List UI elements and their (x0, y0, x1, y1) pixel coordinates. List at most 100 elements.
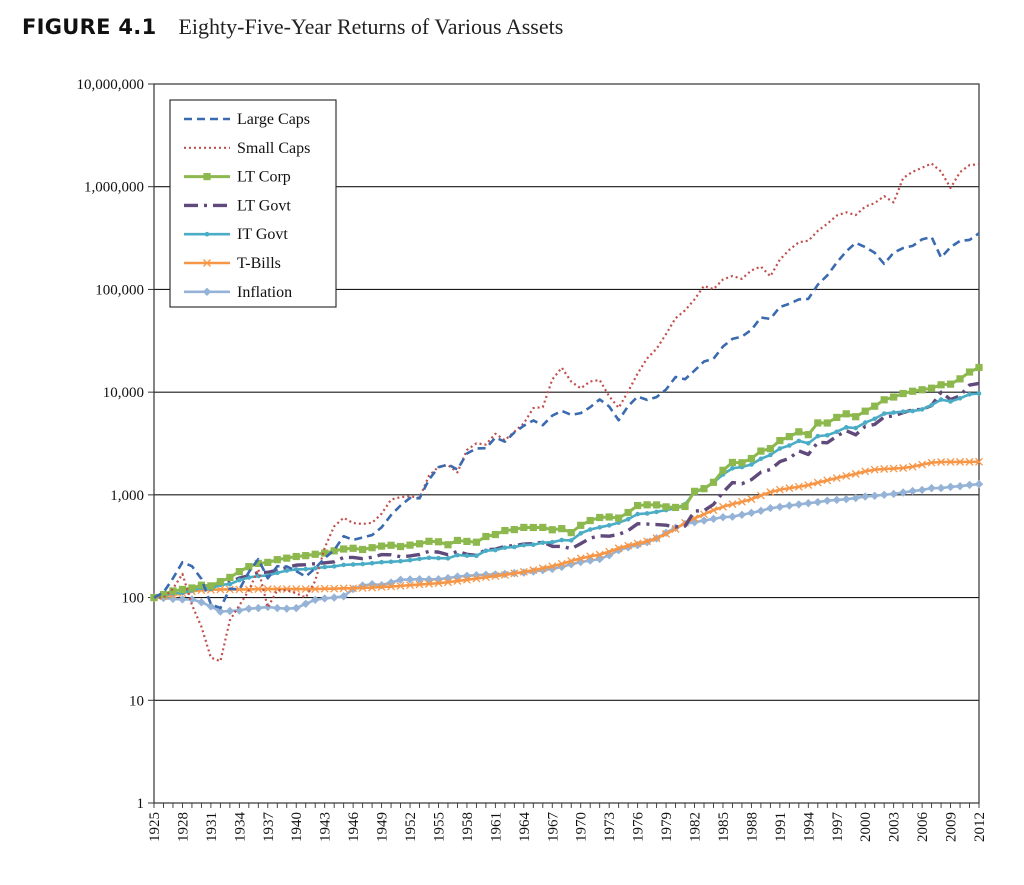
data-point (425, 579, 433, 588)
data-point (330, 584, 339, 593)
data-point (937, 458, 946, 466)
data-point (976, 391, 982, 396)
data-point (749, 462, 754, 467)
data-point (908, 462, 917, 471)
data-point (768, 452, 773, 458)
legend-item-lt-corp: LT Corp (184, 169, 291, 186)
plot-frame (153, 83, 980, 804)
data-point (728, 512, 737, 521)
data-point (406, 541, 414, 549)
data-point (303, 566, 309, 572)
data-point (387, 582, 396, 591)
data-point (832, 495, 841, 505)
data-point (187, 595, 197, 604)
data-point (292, 603, 301, 613)
data-point (965, 368, 974, 376)
data-point (862, 420, 868, 425)
data-point (453, 577, 462, 585)
data-point (681, 502, 689, 511)
data-point (481, 570, 491, 579)
data-point (909, 387, 917, 395)
x-tick-label: 1940 (289, 812, 305, 842)
data-point (756, 491, 765, 500)
data-point (957, 395, 963, 401)
data-point (340, 545, 348, 553)
series-line-large-caps (153, 232, 980, 610)
data-point (795, 428, 803, 436)
x-tick-label: 1964 (517, 812, 533, 843)
x-tick-label: 1967 (545, 812, 561, 843)
data-point (320, 594, 329, 603)
data-point (559, 537, 565, 543)
data-point (690, 487, 699, 495)
legend-label: Small Caps (237, 140, 310, 157)
data-point (597, 525, 602, 530)
data-point (757, 447, 765, 455)
data-point (899, 389, 907, 398)
figure-header: FIGURE 4.1 Eighty-Five-Year Returns of V… (22, 14, 563, 40)
data-point (379, 559, 384, 565)
x-tick-label: 1997 (830, 812, 846, 843)
legend-marker (204, 231, 210, 237)
data-point (804, 431, 812, 439)
series-line-inflation (153, 482, 980, 613)
x-tick-label: 1973 (602, 812, 618, 842)
data-point (350, 562, 356, 567)
data-point (624, 541, 633, 550)
data-point (614, 544, 623, 553)
x-tick-label: 2003 (887, 812, 903, 842)
data-point (483, 548, 489, 553)
data-point (388, 559, 394, 565)
data-point (747, 495, 756, 504)
data-point (938, 397, 944, 402)
data-point (472, 538, 481, 546)
data-point (823, 419, 831, 427)
data-point (235, 567, 243, 576)
x-tick-label: 1928 (175, 812, 191, 842)
data-point (349, 544, 357, 552)
series-line-lt-govt (153, 381, 980, 600)
data-point (823, 476, 832, 485)
data-point (369, 560, 375, 566)
data-point (662, 529, 671, 538)
data-point (766, 504, 775, 513)
data-point (227, 581, 233, 587)
figure-label: FIGURE 4.1 (22, 15, 157, 39)
data-point (870, 491, 879, 501)
data-point (738, 459, 746, 467)
data-point (910, 408, 915, 414)
data-point (871, 402, 879, 410)
data-point (197, 598, 206, 607)
data-point (453, 572, 462, 581)
data-point (188, 584, 196, 592)
data-point (747, 454, 756, 463)
data-point (728, 500, 737, 509)
data-point (927, 384, 936, 392)
data-point (405, 575, 415, 584)
data-point (510, 569, 519, 578)
series-small-caps (154, 162, 980, 663)
data-point (737, 497, 746, 506)
data-point (453, 536, 462, 545)
data-point (493, 547, 498, 553)
data-point (396, 575, 405, 584)
legend-item-inflation: Inflation (184, 284, 292, 301)
data-point (558, 525, 566, 533)
data-point (455, 552, 460, 558)
data-point (842, 410, 850, 418)
data-point (633, 540, 642, 550)
data-point (834, 429, 840, 435)
data-point (785, 501, 794, 510)
data-point (254, 585, 263, 594)
data-point (549, 539, 555, 545)
data-point (633, 539, 642, 548)
data-point (520, 523, 528, 532)
data-point (643, 537, 652, 546)
legend-item-lt-govt: LT Govt (184, 197, 291, 214)
data-point (283, 554, 291, 562)
series-large-caps (153, 232, 980, 610)
data-point (320, 584, 329, 593)
data-point (806, 441, 811, 446)
series-lt-govt (153, 381, 980, 600)
data-point (464, 553, 470, 558)
